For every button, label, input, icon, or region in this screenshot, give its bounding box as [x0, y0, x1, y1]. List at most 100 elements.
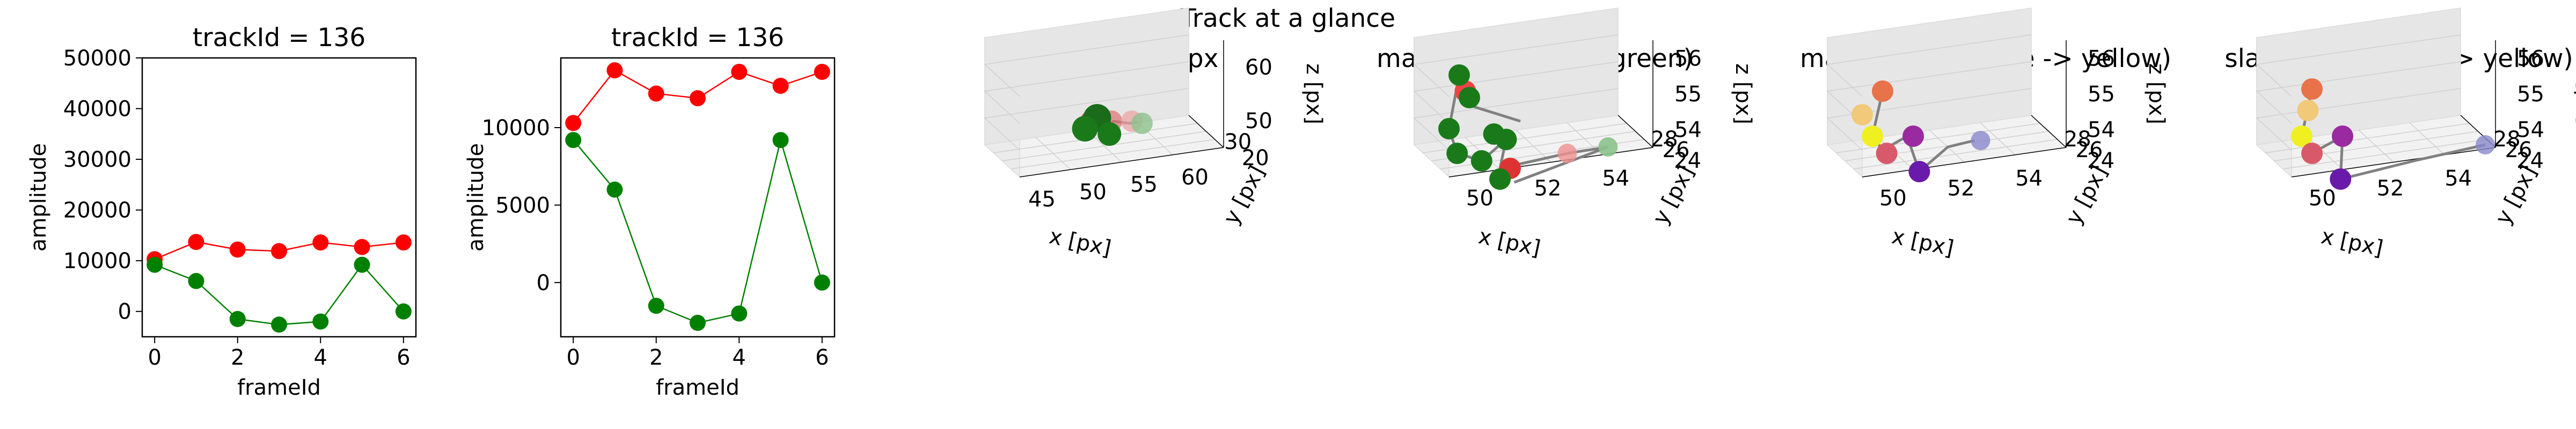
data-point: [814, 64, 830, 80]
track-point: [2291, 125, 2312, 147]
grid-line: [1413, 34, 1619, 97]
track-point: [1902, 125, 1924, 147]
x-tick-label: 50: [1079, 180, 1107, 204]
y-tick-label: 30: [1224, 130, 1252, 154]
y-tick-label: 28: [1651, 127, 1678, 152]
x-tick-label: 0: [148, 345, 161, 370]
grid-line: [1002, 131, 1206, 161]
track-point: [1131, 113, 1153, 134]
y-tick-label: 20: [1242, 146, 1269, 171]
y-tick-label: 26: [1663, 138, 1690, 162]
grid-line: [1826, 34, 2032, 97]
track-point: [1459, 87, 1480, 108]
x-tick-label: 50: [1879, 186, 1907, 211]
data-point: [229, 241, 246, 258]
track-point: [1438, 118, 1460, 139]
x-tick-label: 2: [649, 345, 663, 370]
y-axis-label: y [px]: [2061, 162, 2112, 229]
x-tick-label: 0: [566, 345, 580, 370]
x-axis-label: x [px]: [1890, 224, 1956, 261]
track-point: [1072, 116, 1098, 142]
data-point: [229, 310, 246, 327]
track-point: [1598, 137, 1618, 157]
track-point: [1097, 122, 1122, 146]
y-tick-label: 30000: [63, 147, 131, 172]
y-tick-label: 0: [537, 271, 550, 295]
x-tick-label: 50: [1466, 186, 1494, 211]
slave-time-3d-plot: slave (time: blue -> yellow)505254242628…: [2224, 8, 2576, 261]
track-point: [1971, 131, 1990, 150]
y-axis-label: y [px]: [2491, 162, 2542, 229]
z-tick-label: 54: [1674, 118, 1702, 143]
z-tick-label: 54: [2088, 118, 2115, 143]
y-tick-label: 40000: [63, 97, 131, 122]
data-point: [690, 90, 706, 107]
track-point: [1851, 104, 1873, 125]
data-point: [354, 239, 370, 255]
z-tick-label: 54: [2517, 118, 2544, 143]
track-point: [1908, 161, 1930, 182]
data-point: [312, 234, 329, 251]
grid-line: [2265, 123, 2470, 153]
y-axis-line: [1188, 115, 1224, 148]
x-tick-label: 2: [231, 345, 244, 370]
data-point: [271, 316, 287, 333]
track-point: [2301, 143, 2323, 164]
x-axis-label: frameId: [237, 375, 321, 400]
grid-line: [2409, 122, 2445, 156]
x-axis-line: [1862, 147, 2067, 177]
track-point: [1483, 123, 1505, 145]
y-axis-label: amplitude: [26, 143, 51, 252]
track-point: [2332, 125, 2353, 147]
track-point: [1557, 144, 1577, 163]
grid-line: [984, 34, 1189, 97]
x-axis-label: x [px]: [1047, 224, 1114, 261]
data-point: [188, 273, 204, 289]
amplitude-chart-1: trackId = 136 0 2 4 6 0 10000 20000 30000 40000 50…: [26, 23, 417, 400]
track-point: [1470, 150, 1492, 172]
grid-line: [1836, 123, 2040, 153]
series-line: [573, 137, 823, 324]
master-slave-3d-plot: master(red) slave(green)5052542426285455…: [1377, 8, 1755, 261]
z-axis-label: z [px]: [1731, 63, 1755, 124]
z-tick-label: 55: [2517, 82, 2544, 107]
x-tick-label: 4: [733, 345, 746, 370]
y-tick-label: 24: [2087, 149, 2114, 173]
y-axis-line: [1618, 115, 1653, 148]
y-tick-label: 10000: [482, 116, 550, 140]
amplitude-chart-2: trackId = 136 0 2 4 6 0 5000 10000 frameId amplit…: [464, 23, 836, 400]
z-axis-label: z [px]: [1301, 63, 1326, 124]
data-point: [565, 115, 582, 131]
track-point: [2297, 100, 2319, 121]
y-tick-label: 5000: [495, 193, 550, 218]
grid-line: [984, 88, 1189, 151]
data-point: [814, 274, 830, 291]
y-tick-label: 50000: [63, 46, 131, 71]
y-axis-label: y [px]: [1648, 162, 1699, 229]
x-axis-label: frameId: [656, 375, 740, 400]
master-time-3d-plot: master (time: blue -> yellow)50525424262…: [1800, 8, 2171, 261]
y-tick-label: 20000: [63, 198, 131, 223]
plot-frame: [560, 57, 836, 338]
x-axis-line: [2291, 147, 2496, 177]
y-axis-line: [2031, 115, 2067, 148]
data-point: [188, 234, 204, 250]
y-tick-label: 0: [118, 300, 131, 324]
x-tick-label: 54: [2015, 166, 2043, 191]
grid-line: [1413, 61, 1619, 124]
series-line: [154, 263, 404, 326]
x-tick-label: 45: [1028, 187, 1056, 212]
z-axis-label: z [px]: [2144, 63, 2169, 124]
track-point: [1489, 168, 1511, 190]
z-axis-label: z [px]: [2573, 63, 2576, 124]
y-tick-label: 28: [2064, 127, 2091, 152]
y-axis-label: y [px]: [1219, 162, 1270, 229]
x-axis-line: [1019, 147, 1224, 177]
x-tick-label: 52: [1534, 176, 1562, 201]
z-tick-label: 60: [1245, 55, 1272, 80]
data-point: [271, 243, 287, 260]
x-tick-label: 60: [1181, 165, 1209, 190]
grid-line: [1826, 61, 2032, 124]
x-axis-label: x [px]: [1476, 224, 1543, 261]
